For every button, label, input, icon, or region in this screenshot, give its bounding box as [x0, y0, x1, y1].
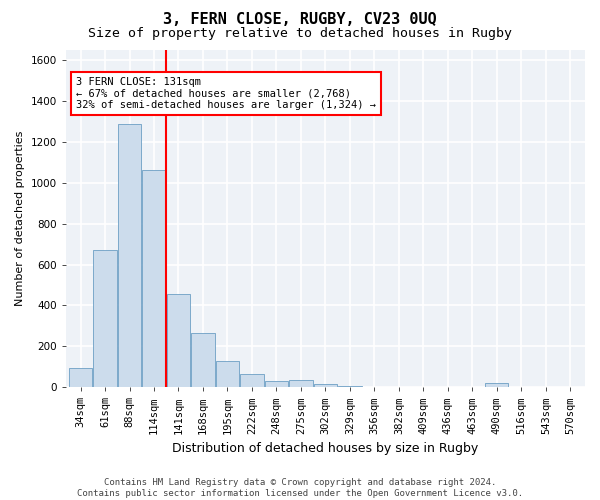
- Text: Contains HM Land Registry data © Crown copyright and database right 2024.
Contai: Contains HM Land Registry data © Crown c…: [77, 478, 523, 498]
- Bar: [94, 250, 116, 387]
- Bar: [216, 360, 239, 387]
- Bar: [167, 294, 190, 387]
- X-axis label: Distribution of detached houses by size in Rugby: Distribution of detached houses by size …: [172, 442, 479, 455]
- Bar: [118, 124, 141, 387]
- Y-axis label: Number of detached properties: Number of detached properties: [15, 131, 25, 306]
- Bar: [485, 383, 508, 387]
- Bar: [265, 381, 288, 387]
- Text: 3 FERN CLOSE: 131sqm
← 67% of detached houses are smaller (2,768)
32% of semi-de: 3 FERN CLOSE: 131sqm ← 67% of detached h…: [76, 77, 376, 110]
- Bar: [191, 333, 215, 387]
- Bar: [142, 170, 166, 387]
- Bar: [314, 384, 337, 387]
- Text: Size of property relative to detached houses in Rugby: Size of property relative to detached ho…: [88, 28, 512, 40]
- Bar: [289, 380, 313, 387]
- Bar: [69, 368, 92, 387]
- Text: 3, FERN CLOSE, RUGBY, CV23 0UQ: 3, FERN CLOSE, RUGBY, CV23 0UQ: [163, 12, 437, 28]
- Bar: [241, 374, 263, 387]
- Bar: [338, 386, 362, 387]
